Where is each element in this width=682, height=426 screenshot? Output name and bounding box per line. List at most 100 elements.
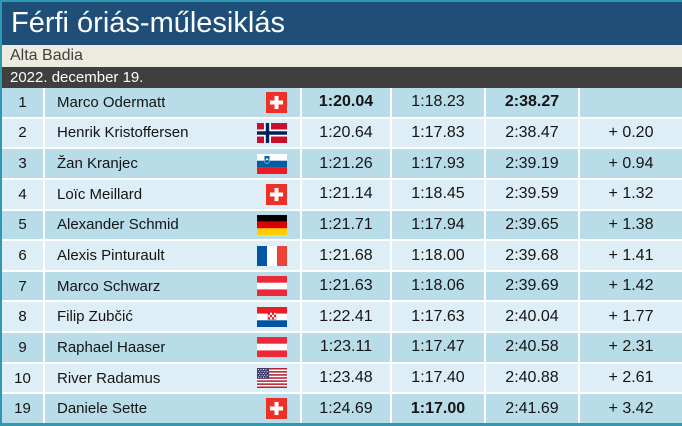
name-cell: Filip Zubčić (45, 302, 302, 332)
run2-cell: 1:17.00 (392, 394, 486, 424)
total-cell: 2:39.69 (486, 271, 580, 301)
athlete-name: Raphael Haaser (57, 338, 166, 356)
rank-cell: 2 (2, 118, 45, 148)
gap-cell: + 1.41 (608, 246, 654, 264)
run2-cell: 1:17.63 (392, 302, 486, 332)
rank-cell: 10 (2, 363, 45, 393)
gap-cell (580, 88, 682, 117)
rank-cell: 1 (2, 88, 45, 117)
table-row: 10 River Radamus 1:23.48 1:17.40 2:40.88… (2, 363, 682, 395)
table-row: 2 Henrik Kristoffersen 1:20.64 1:17.83 2… (2, 118, 682, 150)
run2-cell: 1:17.83 (392, 118, 486, 148)
run2-cell: 1:18.00 (392, 241, 486, 270)
norway-flag-icon (257, 122, 287, 143)
name-cell: Alexander Schmid (45, 210, 302, 240)
run1-cell: 1:24.69 (302, 394, 392, 424)
total-cell: 2:40.04 (486, 302, 580, 332)
athlete-name: Filip Zubčić (57, 308, 133, 326)
athlete-name: Loïc Meillard (57, 185, 143, 203)
name-cell: Henrik Kristoffersen (45, 118, 302, 148)
date-label: 2022. december 19. (2, 67, 682, 88)
run1-cell: 1:21.63 (302, 271, 392, 301)
run1-cell: 1:21.68 (302, 241, 392, 270)
athlete-name: Marco Schwarz (57, 277, 161, 295)
germany-flag-icon (257, 214, 287, 235)
run1-cell: 1:23.48 (302, 363, 392, 393)
croatia-flag-icon (257, 306, 287, 327)
table-row: 7 Marco Schwarz 1:21.63 1:18.06 2:39.69 … (2, 271, 682, 303)
gap-cell: + 1.77 (608, 307, 654, 325)
athlete-name: Alexis Pinturault (57, 247, 165, 265)
switzerland-flag-icon (266, 91, 287, 113)
run2-cell: 1:18.23 (392, 88, 486, 117)
athlete-name: River Radamus (57, 369, 161, 387)
total-cell: 2:38.27 (486, 88, 580, 117)
table-row: 6 Alexis Pinturault 1:21.68 1:18.00 2:39… (2, 241, 682, 272)
athlete-name: Alexander Schmid (57, 216, 179, 234)
total-cell: 2:39.19 (486, 149, 580, 178)
run1-cell: 1:23.11 (302, 333, 392, 362)
run2-cell: 1:18.45 (392, 179, 486, 209)
rank-cell: 7 (2, 271, 45, 301)
run1-cell: 1:20.04 (302, 88, 392, 117)
results-table: 1 Marco Odermatt 1:20.04 1:18.23 2:38.27… (2, 88, 682, 424)
gap-cell: + 1.38 (608, 215, 654, 233)
athlete-name: Marco Odermatt (57, 93, 166, 111)
total-cell: 2:41.69 (486, 394, 580, 424)
run1-cell: 1:21.71 (302, 210, 392, 240)
total-cell: 2:40.58 (486, 333, 580, 362)
table-row: 3 Žan Kranjec 1:21.26 1:17.93 2:39.19 + … (2, 149, 682, 180)
name-cell: Marco Odermatt (45, 88, 302, 117)
gap-cell: + 0.94 (608, 154, 654, 172)
gap-cell: + 2.31 (608, 338, 654, 356)
table-row: 8 Filip Zubčić 1:22.41 1:17.63 2:40.04 +… (2, 302, 682, 334)
gap-cell: + 2.61 (608, 369, 654, 387)
austria-flag-icon (257, 337, 287, 358)
rank-cell: 8 (2, 302, 45, 332)
total-cell: 2:39.65 (486, 210, 580, 240)
run1-cell: 1:21.14 (302, 179, 392, 209)
austria-flag-icon (257, 276, 287, 297)
run1-cell: 1:21.26 (302, 149, 392, 178)
rank-cell: 9 (2, 333, 45, 362)
run2-cell: 1:17.47 (392, 333, 486, 362)
name-cell: Alexis Pinturault (45, 241, 302, 270)
run2-cell: 1:18.06 (392, 271, 486, 301)
run2-cell: 1:17.40 (392, 363, 486, 393)
rank-cell: 5 (2, 210, 45, 240)
location-label: Alta Badia (2, 45, 682, 67)
gap-cell: + 1.42 (608, 277, 654, 295)
slovenia-flag-icon (257, 153, 287, 174)
name-cell: Žan Kranjec (45, 149, 302, 178)
athlete-name: Žan Kranjec (57, 155, 138, 173)
rank-cell: 4 (2, 179, 45, 209)
table-row: 19 Daniele Sette 1:24.69 1:17.00 2:41.69… (2, 394, 682, 424)
table-row: 1 Marco Odermatt 1:20.04 1:18.23 2:38.27 (2, 88, 682, 119)
page-title: Férfi óriás-műlesiklás (2, 2, 682, 45)
total-cell: 2:40.88 (486, 363, 580, 393)
table-row: 9 Raphael Haaser 1:23.11 1:17.47 2:40.58… (2, 333, 682, 364)
gap-cell: + 0.20 (608, 123, 654, 141)
total-cell: 2:39.59 (486, 179, 580, 209)
gap-cell: + 1.32 (608, 185, 654, 203)
athlete-name: Daniele Sette (57, 400, 148, 418)
table-row: 5 Alexander Schmid 1:21.71 1:17.94 2:39.… (2, 210, 682, 242)
run2-cell: 1:17.93 (392, 149, 486, 178)
rank-cell: 19 (2, 394, 45, 424)
name-cell: Loïc Meillard (45, 179, 302, 209)
run2-cell: 1:17.94 (392, 210, 486, 240)
table-row: 4 Loïc Meillard 1:21.14 1:18.45 2:39.59 … (2, 179, 682, 211)
name-cell: Daniele Sette (45, 394, 302, 424)
rank-cell: 3 (2, 149, 45, 178)
switzerland-flag-icon (266, 398, 287, 420)
athlete-name: Henrik Kristoffersen (57, 124, 189, 142)
run1-cell: 1:22.41 (302, 302, 392, 332)
name-cell: Raphael Haaser (45, 333, 302, 362)
france-flag-icon (257, 245, 287, 266)
total-cell: 2:39.68 (486, 241, 580, 270)
gap-cell: + 3.42 (608, 399, 654, 417)
run1-cell: 1:20.64 (302, 118, 392, 148)
rank-cell: 6 (2, 241, 45, 270)
name-cell: River Radamus (45, 363, 302, 393)
